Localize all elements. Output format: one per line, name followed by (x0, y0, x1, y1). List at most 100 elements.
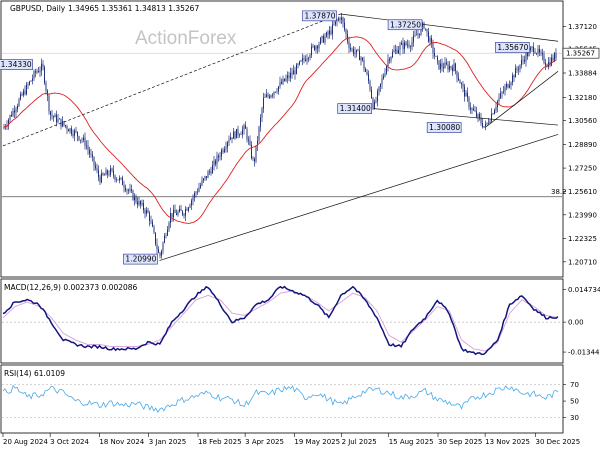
price-candle-body (261, 108, 263, 118)
price-candle-body (158, 249, 159, 253)
price-candle-body (363, 60, 365, 69)
price-annotation-label: 1.30080 (429, 123, 460, 132)
price-annotation-badge (337, 103, 373, 114)
price-candle-body (233, 131, 234, 139)
price-candle-body (282, 78, 284, 84)
price-candle-body (365, 68, 366, 72)
price-candle-body (536, 53, 537, 54)
price-candle-body (525, 53, 527, 62)
price-candle-body (204, 176, 206, 179)
price-candle-body (134, 196, 135, 201)
price-candle-body (294, 70, 296, 75)
price-candle-body (378, 86, 380, 92)
price-candle-body (176, 213, 177, 215)
price-candle-body (516, 68, 518, 70)
price-candle-body (11, 115, 12, 117)
price-candle-body (452, 67, 453, 72)
price-candle-body (99, 176, 101, 183)
price-candle-body (524, 60, 525, 62)
price-candle-body (488, 122, 489, 124)
price-candle-body (321, 35, 323, 39)
price-candle-body (267, 94, 269, 97)
price-candle-body (200, 185, 201, 188)
price-candle-body (278, 86, 279, 92)
price-candle-body (288, 75, 290, 78)
price-candle-body (392, 52, 393, 58)
price-candle-body (537, 48, 539, 54)
price-candle-body (17, 105, 18, 110)
price-candle-body (185, 209, 186, 216)
price-candle-body (408, 44, 410, 47)
price-candle-body (441, 63, 443, 68)
price-candle-body (320, 38, 321, 44)
price-annotation-badge (0, 59, 33, 70)
macd-signal-line (2, 290, 559, 352)
price-candle-body (368, 74, 369, 81)
price-candle-body (302, 58, 303, 61)
price-candle-body (120, 177, 122, 179)
price-candle-body (257, 140, 258, 146)
price-candle-body (432, 43, 434, 54)
price-candle-body (384, 73, 386, 77)
price-candle-body (405, 42, 407, 45)
price-candle-body (3, 126, 5, 129)
price-candle-body (533, 46, 534, 52)
price-candle-body (39, 70, 41, 73)
price-candle-body (299, 61, 300, 65)
price-candle-body (119, 177, 120, 181)
price-candle-body (38, 71, 39, 73)
price-candle-body (447, 64, 449, 70)
price-candle-body (21, 94, 23, 96)
price-header-title: GBPUSD, Daily (10, 4, 66, 13)
price-candle-body (297, 64, 299, 65)
x-tick-label: 13 Nov 2025 (485, 438, 530, 446)
price-annotation-badge (123, 253, 158, 265)
price-ytick-label: 1.27250 (568, 165, 597, 173)
price-annotation-label: 1.31400 (340, 104, 371, 113)
price-candle-body (446, 62, 447, 65)
price-candle-body (555, 53, 557, 59)
price-candle-body (416, 34, 417, 36)
price-annotation-badge (426, 122, 462, 133)
price-candle-body (197, 191, 198, 193)
price-candle-body (495, 106, 497, 111)
price-candle-body (359, 50, 360, 61)
price-candle-body (192, 197, 194, 201)
price-candle-body (338, 18, 339, 21)
price-candle-body (350, 47, 351, 50)
price-candle-body (335, 21, 336, 25)
price-candle-body (135, 196, 137, 203)
price-candle-body (162, 242, 164, 251)
price-candle-body (386, 65, 387, 74)
price-candle-body (336, 20, 338, 22)
price-candle-body (138, 201, 140, 205)
price-candle-body (141, 202, 143, 205)
price-candle-body (183, 214, 185, 216)
price-candle-body (483, 126, 485, 128)
price-candle-body (105, 170, 107, 176)
rsi-layer (2, 384, 562, 418)
price-candle-body (326, 32, 327, 37)
price-candle-body (201, 180, 203, 186)
rsi-ytick-label: 70 (570, 381, 579, 389)
price-candle-body (143, 202, 144, 211)
price-candle-body (45, 82, 47, 91)
price-candle-body (308, 57, 309, 59)
price-candle-body (458, 77, 459, 81)
price-candle-body (345, 29, 347, 34)
price-candle-body (503, 91, 504, 93)
price-candle-body (191, 200, 192, 206)
price-candle-body (546, 65, 548, 68)
price-candle-body (243, 125, 245, 130)
price-candle-body (65, 125, 66, 127)
price-candle-body (351, 48, 353, 50)
price-candle-body (510, 82, 512, 86)
price-candle-body (24, 90, 26, 95)
price-candle-body (402, 42, 404, 50)
price-candle-body (482, 123, 483, 128)
price-ytick-label: 1.23990 (568, 211, 597, 219)
fib-level-label: 38.2 (551, 188, 567, 196)
price-candle-body (444, 62, 446, 69)
price-candle-body (71, 128, 72, 134)
price-annotation-label: 1.34330 (1, 60, 32, 69)
